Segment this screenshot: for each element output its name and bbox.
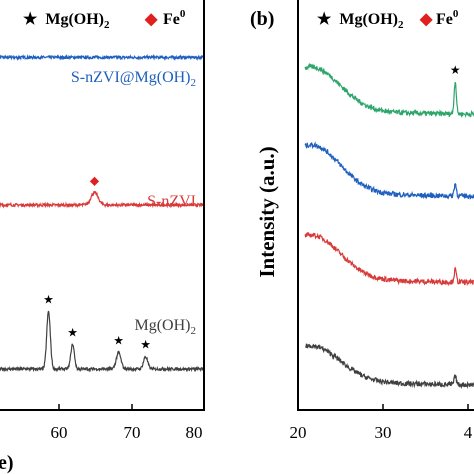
panel-b-x-tick-label-0: 20 — [290, 423, 307, 442]
panel-a-legend: ★ Mg(OH)2 ◆ Fe0 — [23, 8, 186, 31]
panel-b-x-tick-label-1: 30 — [375, 423, 392, 442]
panel-a-legend-mgoh2: ★ Mg(OH)2 — [23, 11, 110, 31]
panel-a-series-line-0 — [0, 53, 205, 62]
panel-b-ticks: 20 30 4 — [290, 404, 473, 442]
panel-a-x-tick-label-0: 60 — [51, 423, 68, 442]
panel-a-series-line-1 — [0, 190, 205, 209]
panel-b-legend-fe-marker: ◆ — [419, 11, 433, 28]
series-label-s-nzvi: S-nZVI — [147, 193, 196, 210]
panel-b-y-axis-label: Intensity (a.u.) — [255, 146, 279, 277]
panel-a: ◆ ★ ★ ★ ★ 60 70 80 ★ Mg(OH)2 ◆ Fe0 S-nZVI@Mg(O… — [0, 0, 205, 474]
panel-b: (b) Intensity (a.u.) ★ 20 30 4 ★ Mg(OH)2 ◆… — [250, 0, 474, 442]
panel-a-peak-marker-2-0: ★ — [43, 293, 54, 307]
panel-a-x-tick-label-1: 70 — [124, 423, 141, 442]
panel-a-legend-fe: Fe0 — [163, 8, 186, 28]
panel-b-series-line-3 — [304, 343, 474, 390]
series-label-s-nzvi-mgoh2: S-nZVI@Mg(OH)2 — [71, 69, 196, 89]
panel-a-ticks: 60 70 80 — [51, 404, 205, 442]
panel-b-legend-fe: Fe0 — [436, 8, 459, 28]
panel-a-series-line-2 — [0, 310, 205, 373]
panel-a-peak-marker-2-1: ★ — [67, 325, 78, 339]
series-label-mgoh2: Mg(OH)2 — [135, 317, 197, 337]
panel-a-partial-label: e) — [0, 452, 14, 474]
panel-a-x-tick-label-2: 80 — [186, 423, 203, 442]
panel-a-peak-marker-1-0: ◆ — [90, 174, 100, 188]
panel-b-label: (b) — [250, 8, 274, 30]
panel-b-legend: ★ Mg(OH)2 ◆ Fe0 — [317, 8, 459, 31]
panel-b-series — [304, 62, 474, 390]
panel-b-peak-marker-0-0: ★ — [450, 63, 461, 77]
panel-a-peak-marker-2-3: ★ — [140, 338, 151, 352]
panel-a-series — [0, 53, 205, 373]
panel-b-x-tick-label-2: 4 — [464, 423, 473, 442]
panel-b-series-line-0 — [304, 62, 474, 118]
panel-b-legend-mgoh2: ★ Mg(OH)2 — [317, 11, 404, 31]
panel-b-series-line-2 — [304, 232, 474, 287]
panel-b-peak-markers: ★ — [450, 63, 461, 77]
panel-a-peak-markers: ◆ ★ ★ ★ ★ — [43, 174, 151, 352]
panel-a-legend-fe-marker: ◆ — [144, 11, 158, 28]
panel-b-series-line-1 — [304, 141, 474, 200]
panel-a-peak-marker-2-2: ★ — [113, 334, 124, 348]
